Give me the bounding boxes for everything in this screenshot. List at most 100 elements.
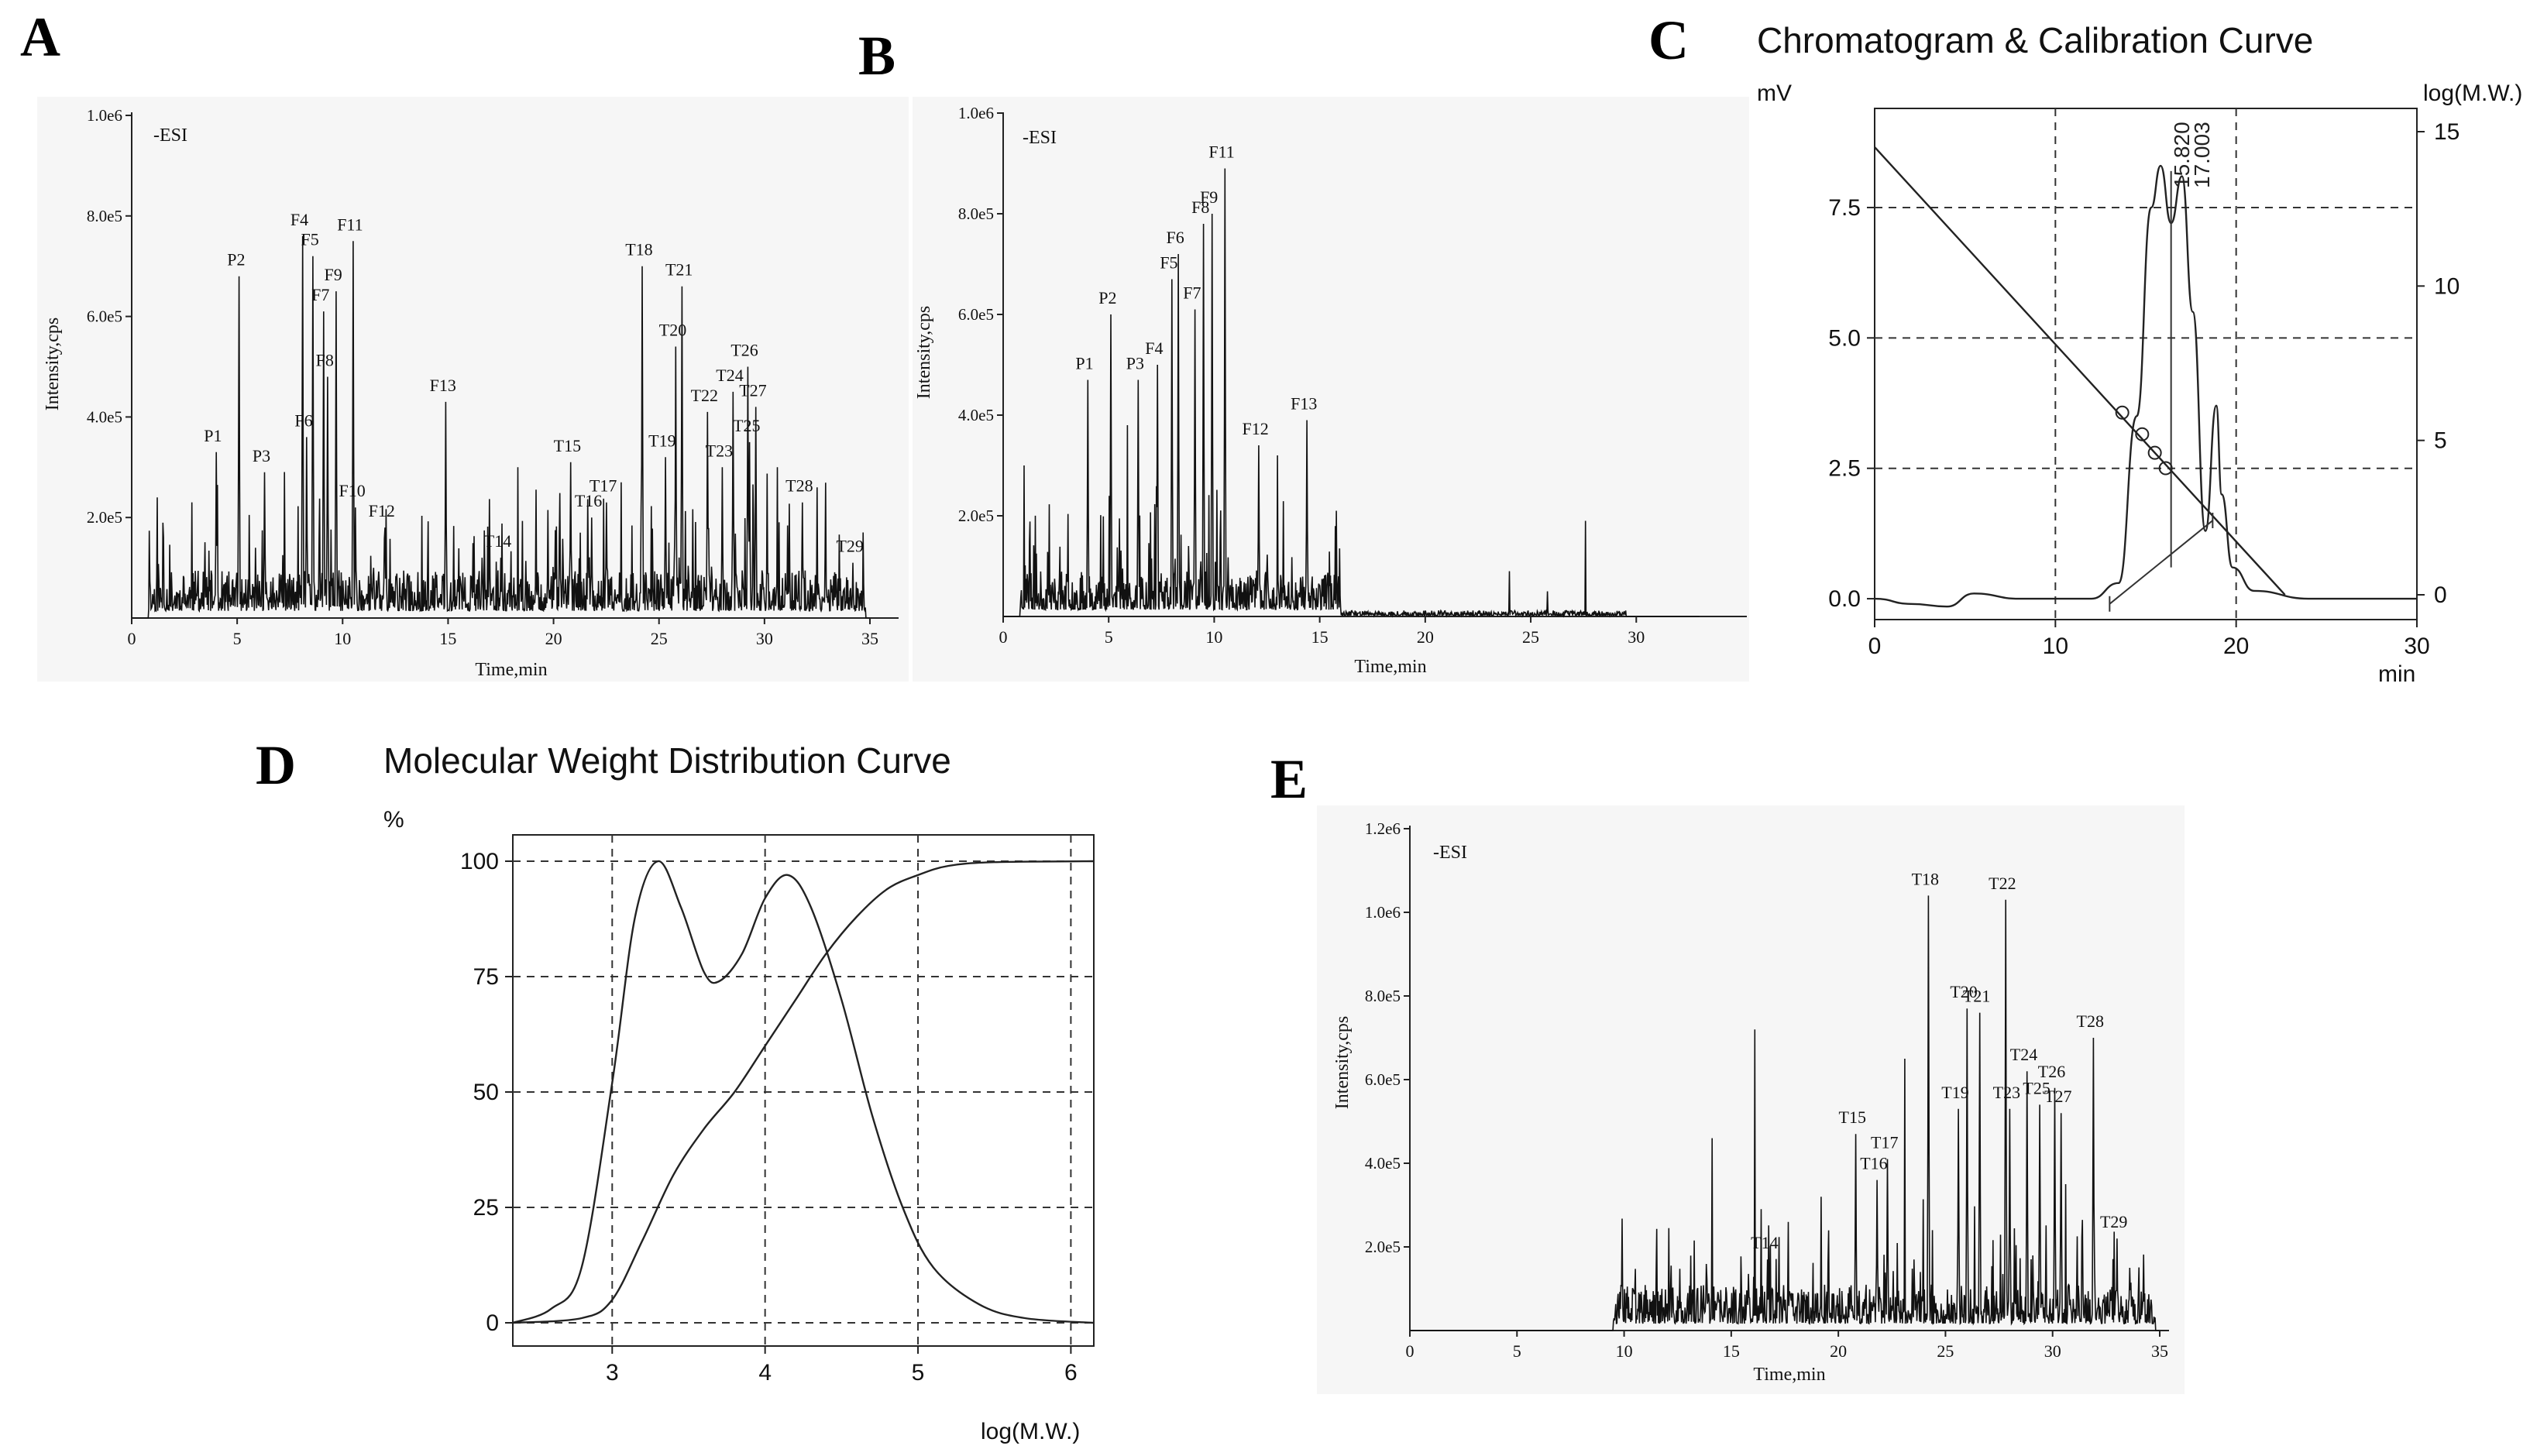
panel-letter-e: E bbox=[1270, 748, 1308, 810]
panel-c-xtick-label-3: 30 bbox=[2404, 634, 2429, 659]
panel-c-yticks-left: 0.0 2.5 5.0 7.5 bbox=[1828, 195, 1875, 612]
panel-c-xtick-label-2: 20 bbox=[2223, 634, 2249, 659]
panel-e-x-label: Time,min bbox=[1753, 1365, 1825, 1385]
panel-a-xtick-label-2: 10 bbox=[334, 629, 351, 648]
panel-a-peak-t20: T20 bbox=[659, 321, 686, 340]
panel-c-chromatogram bbox=[1874, 164, 2417, 608]
panel-b-peak-f7: F7 bbox=[1183, 283, 1201, 303]
panel-a-peak-labels: P1P2P3F4F5F6F7F8F9F10F11F12F13T14T15T16T… bbox=[204, 210, 864, 556]
panel-e-ytick-label-4: 1.0e6 bbox=[1365, 903, 1401, 922]
panel-e-yticks: 2.0e5 4.0e5 6.0e5 8.0e5 1.0e6 1.2e6 bbox=[1365, 819, 1410, 1256]
panel-b-xtick-label-2: 10 bbox=[1205, 627, 1222, 647]
panel-b-peak-f4: F4 bbox=[1145, 338, 1163, 358]
panel-b-peak-p3: P3 bbox=[1126, 354, 1144, 373]
panel-e-mode-label: -ESI bbox=[1433, 843, 1467, 863]
panel-e-ytick-label-2: 6.0e5 bbox=[1365, 1070, 1401, 1089]
panel-letter-b: B bbox=[858, 25, 895, 87]
panel-e-peak-t16: T16 bbox=[1860, 1154, 1887, 1173]
panel-letter-d: D bbox=[256, 734, 296, 796]
panel-b-peak-f5: F5 bbox=[1160, 253, 1177, 273]
panel-a-xtick-label-7: 35 bbox=[861, 629, 878, 648]
panel-c-ytick-left-label-3: 7.5 bbox=[1828, 195, 1861, 221]
panel-b-xtick-label-1: 5 bbox=[1105, 627, 1113, 647]
panel-a-xtick-label-6: 30 bbox=[756, 629, 773, 648]
panel-a-peak-t14: T14 bbox=[484, 531, 511, 551]
panel-d-cumulative-curve bbox=[512, 860, 1095, 1324]
panel-e-ytick-label-3: 8.0e5 bbox=[1365, 987, 1401, 1005]
panel-a-peak-f11: F11 bbox=[337, 215, 363, 234]
panel-e-xtick-label-2: 10 bbox=[1616, 1341, 1633, 1361]
panel-b-ytick-label-4: 1.0e6 bbox=[958, 104, 994, 122]
panel-e-ytick-label-1: 4.0e5 bbox=[1365, 1154, 1401, 1173]
panel-d-ytick-label-3: 75 bbox=[473, 964, 499, 990]
panel-e-peak-t20: T20 bbox=[1950, 982, 1977, 1001]
panel-c-plot-frame bbox=[1874, 108, 2418, 620]
panel-a-yticks: 2.0e5 4.0e5 6.0e5 8.0e5 1.0e6 bbox=[87, 106, 132, 527]
panel-e-xtick-label-7: 35 bbox=[2151, 1341, 2168, 1361]
panel-a-ytick-label-0: 2.0e5 bbox=[87, 508, 122, 527]
panel-c-peak-label-2: 17.003 bbox=[2190, 122, 2214, 188]
panel-c-xticks: 0 10 20 30 bbox=[1868, 620, 2430, 659]
panel-a-peak-p3: P3 bbox=[253, 446, 270, 465]
panel-a-peak-t15: T15 bbox=[554, 436, 581, 455]
panel-letter-a: A bbox=[20, 6, 60, 68]
panel-a-peak-f4: F4 bbox=[290, 210, 308, 229]
panel-b-peak-f11: F11 bbox=[1208, 143, 1234, 162]
panel-c-title: Chromatogram & Calibration Curve bbox=[1757, 20, 2313, 60]
panel-a-peak-f7: F7 bbox=[311, 285, 329, 304]
panel-a-peak-t28: T28 bbox=[785, 476, 813, 496]
panel-b-y-label: Intensity,cps bbox=[914, 306, 934, 399]
panel-b-ytick-label-3: 8.0e5 bbox=[958, 204, 994, 223]
panel-b-xtick-label-4: 20 bbox=[1417, 627, 1434, 647]
panel-e-peak-t29: T29 bbox=[2100, 1212, 2127, 1231]
panel-a-peak-f13: F13 bbox=[430, 376, 456, 395]
panel-b-peak-p2: P2 bbox=[1098, 288, 1116, 307]
panel-c-calibration-point-3 bbox=[2158, 461, 2173, 476]
panel-a-xtick-label-3: 15 bbox=[439, 629, 456, 648]
panel-d-title: Molecular Weight Distribution Curve bbox=[383, 740, 951, 781]
panel-c-x-label: min bbox=[2378, 661, 2415, 687]
panel-e-peak-t21: T21 bbox=[1963, 987, 1990, 1006]
panel-a-peak-f10: F10 bbox=[339, 481, 365, 500]
panel-d-xtick-label-0: 3 bbox=[606, 1360, 619, 1386]
panel-d-differential-curve bbox=[512, 860, 1095, 1324]
panel-b-xtick-label-6: 30 bbox=[1628, 627, 1645, 647]
panel-a-peak-t19: T19 bbox=[648, 431, 675, 450]
panel-b: 0 5 10 15 20 25 30 2.0e5 4.0e5 6.0e5 8.0e5 1.0e6 P… bbox=[913, 97, 1749, 682]
panel-d-xtick-label-2: 5 bbox=[912, 1360, 925, 1386]
panel-e-xtick-label-4: 20 bbox=[1830, 1341, 1847, 1361]
panel-a-peak-t18: T18 bbox=[625, 240, 652, 259]
panel-e-peak-t27: T27 bbox=[2044, 1087, 2071, 1106]
panel-a-peak-t21: T21 bbox=[665, 260, 693, 280]
panel-c-grid bbox=[1875, 108, 2417, 620]
panel-a-peak-t26: T26 bbox=[730, 341, 758, 360]
panel-a-x-label: Time,min bbox=[475, 660, 547, 680]
panel-d-xtick-label-1: 4 bbox=[758, 1360, 772, 1386]
panel-a-mode-label: -ESI bbox=[153, 125, 187, 146]
panel-a-peak-p1: P1 bbox=[204, 426, 222, 445]
panel-a-peak-p2: P2 bbox=[227, 250, 245, 270]
panel-d-xticks: 3 4 5 6 bbox=[606, 1346, 1078, 1386]
panel-b-axes bbox=[1002, 112, 1747, 617]
panel-d-plot-frame bbox=[512, 834, 1095, 1347]
panel-d-x-label: log(M.W.) bbox=[981, 1419, 1080, 1444]
panel-e-background bbox=[1317, 805, 2185, 1394]
panel-d-y-label: % bbox=[383, 807, 404, 833]
panel-c: Chromatogram & Calibration Curve mV log(… bbox=[1757, 20, 2522, 687]
panel-a-peak-f9: F9 bbox=[324, 265, 342, 284]
panel-a: 0 5 10 15 20 25 30 35 2.0e5 4.0e5 6.0e5 8.0e5 1.0e6… bbox=[37, 97, 909, 682]
panel-c-ytick-right-label-0: 0 bbox=[2434, 582, 2447, 608]
panel-a-peak-t27: T27 bbox=[739, 380, 766, 400]
panel-b-trace bbox=[1003, 168, 1700, 618]
panel-b-mode-label: -ESI bbox=[1023, 128, 1057, 148]
panel-e-xtick-label-1: 5 bbox=[1513, 1341, 1521, 1361]
panel-d: Molecular Weight Distribution Curve % 3 4… bbox=[383, 740, 1095, 1444]
panel-e-ytick-label-5: 1.2e6 bbox=[1365, 819, 1401, 838]
panel-e-peak-t22: T22 bbox=[1989, 874, 2016, 893]
panel-c-calibration-point-2 bbox=[2147, 445, 2162, 460]
panel-a-ytick-label-1: 4.0e5 bbox=[87, 407, 122, 426]
panel-a-axes bbox=[131, 112, 899, 619]
panel-d-grid bbox=[513, 835, 1094, 1346]
panel-a-peak-t25: T25 bbox=[733, 416, 760, 435]
